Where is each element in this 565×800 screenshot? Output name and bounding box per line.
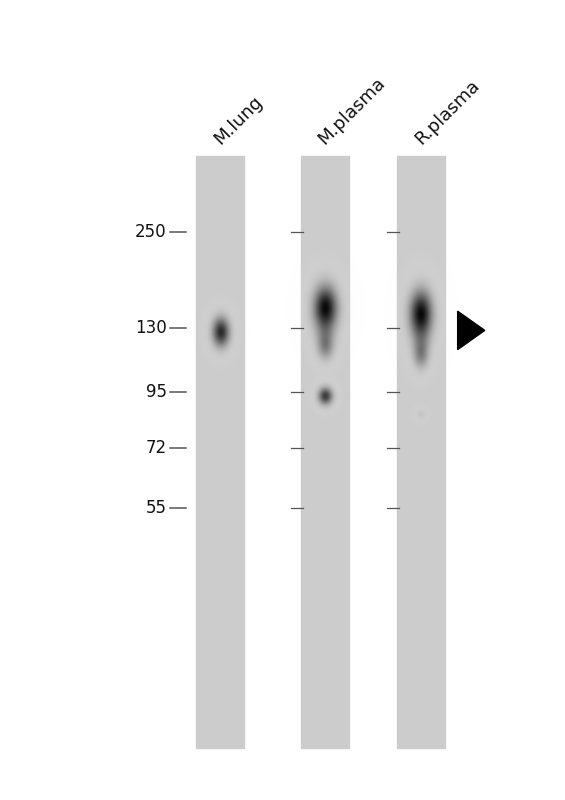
Text: 72: 72 xyxy=(146,439,167,457)
Text: M.lung: M.lung xyxy=(210,93,266,148)
Bar xyxy=(197,156,244,748)
Text: 130: 130 xyxy=(135,319,167,337)
Text: 250: 250 xyxy=(135,223,167,241)
Polygon shape xyxy=(458,311,485,350)
Text: M.plasma: M.plasma xyxy=(315,74,389,148)
Text: 95: 95 xyxy=(146,383,167,401)
Bar xyxy=(301,156,349,748)
Text: R.plasma: R.plasma xyxy=(411,76,483,148)
Bar xyxy=(397,156,445,748)
Text: 55: 55 xyxy=(146,499,167,517)
